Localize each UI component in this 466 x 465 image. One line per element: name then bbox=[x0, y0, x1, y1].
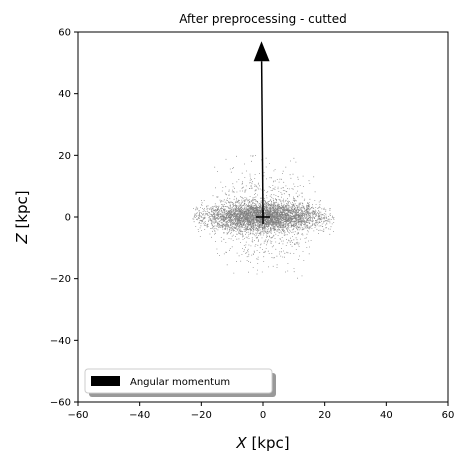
legend-arrow-swatch bbox=[91, 376, 120, 386]
particle-cloud bbox=[192, 155, 335, 279]
legend: Angular momentum bbox=[84, 368, 276, 397]
y-tick-label: −60 bbox=[50, 398, 71, 409]
arrow-shaft bbox=[260, 61, 264, 218]
x-tick-label: −40 bbox=[129, 410, 150, 421]
y-tick-label: 40 bbox=[58, 89, 71, 100]
x-tick-label: 60 bbox=[442, 410, 455, 421]
y-tick-label: −40 bbox=[50, 336, 71, 347]
particles bbox=[192, 155, 335, 279]
x-tick-label: 40 bbox=[380, 410, 393, 421]
y-tick-label: 60 bbox=[58, 28, 71, 39]
x-tick-label: −60 bbox=[67, 410, 88, 421]
x-tick-label: 0 bbox=[260, 410, 266, 421]
y-tick-label: 0 bbox=[65, 213, 71, 224]
x-tick-label: −20 bbox=[191, 410, 212, 421]
center-marker bbox=[256, 210, 270, 224]
arrow-head bbox=[253, 41, 270, 62]
legend-box bbox=[84, 368, 273, 394]
y-tick-label: −20 bbox=[50, 274, 71, 285]
x-tick-label: 20 bbox=[318, 410, 331, 421]
y-tick-label: 20 bbox=[58, 151, 71, 162]
x-axis: −60 −40 −20 0 20 40 60 bbox=[67, 402, 454, 421]
angular-momentum-arrow bbox=[253, 41, 270, 218]
chart-title: After preprocessing - cutted bbox=[179, 12, 347, 26]
x-axis-label: X [kpc] bbox=[235, 434, 289, 452]
y-axis: −60 −40 −20 0 20 40 60 bbox=[50, 28, 78, 409]
legend-label: Angular momentum bbox=[130, 377, 230, 388]
y-axis-label: Z [kpc] bbox=[13, 190, 31, 244]
